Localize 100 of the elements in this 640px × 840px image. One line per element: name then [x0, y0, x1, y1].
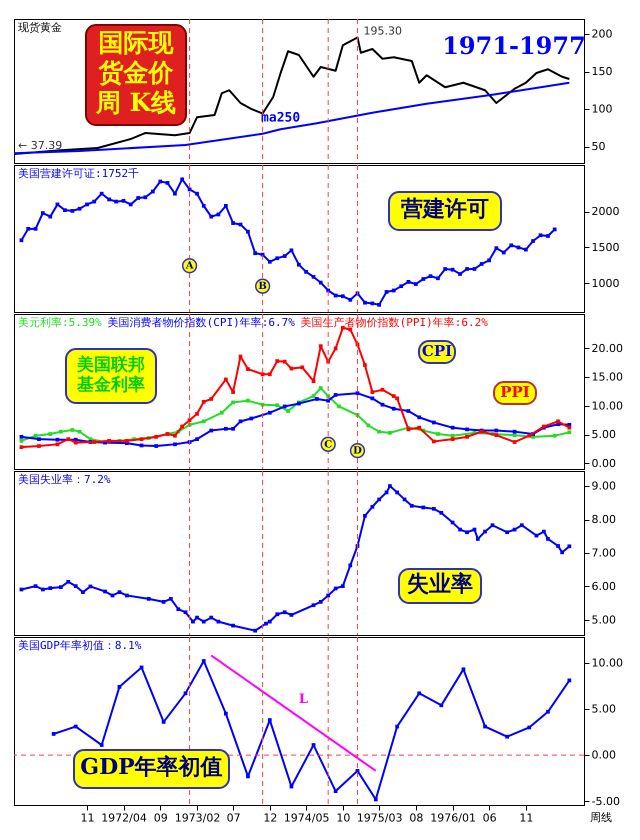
annotation: B [258, 281, 267, 292]
annotation: A [184, 260, 194, 272]
point [202, 659, 206, 663]
y-tick-label: 9.00 [592, 480, 616, 493]
point [312, 743, 316, 747]
series-label: L [298, 692, 308, 708]
y-tick-label: 5.00 [592, 428, 616, 442]
point [388, 430, 392, 435]
point [209, 397, 214, 401]
point [334, 393, 338, 397]
point [300, 366, 304, 370]
point [125, 439, 129, 443]
point [20, 434, 24, 439]
point [260, 372, 264, 376]
y-tick-label: 1500 [592, 240, 620, 254]
point [238, 354, 242, 358]
point [195, 412, 199, 416]
point [246, 774, 250, 778]
point [406, 409, 410, 413]
point [315, 397, 319, 401]
y-tick-label: 200 [592, 28, 612, 40]
text: 现货黄金 [18, 21, 62, 34]
text: 美国消费者物价指数(CPI)年率:6.7% [108, 316, 296, 329]
y-tick-label: 5.00 [592, 613, 616, 626]
point [78, 430, 82, 434]
point [275, 359, 280, 363]
x-tick-label: 08 [409, 812, 424, 824]
point [450, 434, 454, 438]
point [154, 444, 158, 448]
point [231, 426, 235, 431]
point [246, 398, 250, 403]
x-tick-label: 1976/01 [430, 812, 476, 824]
annotation: 失业率 [407, 571, 473, 597]
x-tick-label: 11 [519, 812, 534, 824]
point [334, 346, 338, 350]
point [209, 428, 214, 432]
point [290, 784, 294, 788]
point [56, 442, 60, 446]
y-tick-label: 7.00 [592, 546, 616, 560]
point [224, 378, 228, 382]
y-tick-label: 0.00 [592, 748, 616, 762]
x-tick-label: 1975/03 [356, 812, 402, 824]
point [118, 684, 122, 689]
point [392, 394, 396, 398]
point [527, 726, 532, 730]
y-tick-label: 100 [592, 102, 612, 116]
point [173, 442, 177, 446]
point [140, 666, 144, 670]
series-label: 美国GDP年率初值：8.1% [18, 639, 142, 652]
point [107, 439, 111, 443]
annotation: 1971-1977 [442, 31, 586, 60]
point [374, 798, 378, 802]
point [231, 390, 235, 394]
point [348, 328, 352, 332]
point [286, 409, 290, 413]
text: 美国失业率：7.2% [18, 473, 111, 486]
y-tick-label: 1000 [592, 276, 620, 290]
point [74, 440, 78, 444]
x-tick-label: 07 [226, 812, 241, 824]
y-tick-label: 2000 [592, 205, 620, 218]
point [173, 434, 177, 438]
point [20, 439, 24, 443]
y-tick-label: 15.00 [592, 370, 623, 384]
y-tick-label: 20.00 [592, 342, 623, 355]
point [74, 724, 78, 728]
point [512, 430, 516, 434]
point [231, 400, 235, 404]
point [556, 419, 560, 424]
series-label: ma250 [261, 110, 300, 126]
point [246, 367, 250, 371]
point [56, 438, 60, 442]
point [356, 768, 360, 773]
point [395, 396, 399, 400]
point [432, 440, 436, 444]
point [34, 434, 38, 438]
point [512, 433, 516, 437]
point [48, 432, 52, 436]
annotation: 美国联邦基金利率 [76, 355, 145, 395]
point [465, 428, 469, 432]
y-tick-label: 6.00 [592, 580, 616, 593]
annotation: D [353, 446, 362, 457]
point [494, 428, 498, 432]
x-tick-label: 1972/04 [101, 812, 147, 824]
point [567, 678, 572, 682]
point [370, 396, 374, 400]
y-tick-label: 10.00 [592, 399, 623, 412]
point [52, 732, 56, 736]
point [377, 430, 381, 434]
point [483, 724, 487, 728]
annotation: ← 37.39 [18, 138, 62, 152]
x-tick-label: 09 [154, 812, 168, 824]
text: 美国生产者物价指数(PPI)年率:6.2% [300, 316, 488, 329]
point [337, 404, 341, 408]
x-tick-label: 10 [336, 812, 350, 824]
point [356, 391, 360, 396]
x-tick-label: 1974/05 [284, 812, 330, 824]
point [184, 691, 188, 696]
point [100, 743, 104, 747]
point [180, 424, 184, 428]
text: 周线 [590, 811, 612, 824]
